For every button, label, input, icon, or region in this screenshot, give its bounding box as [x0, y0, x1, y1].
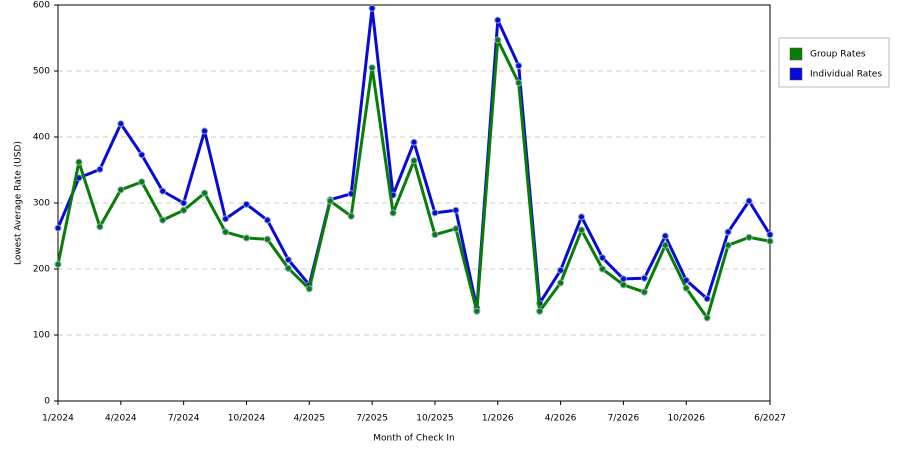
y-tick-label: 400	[33, 133, 50, 143]
x-tick-label: 4/2025	[293, 414, 325, 424]
y-tick-label: 0	[44, 397, 50, 407]
series-line	[56, 38, 771, 320]
y-axis-label: Lowest Average Rate (USD)	[14, 141, 24, 265]
y-tick-label: 500	[33, 67, 50, 77]
plot-frame	[57, 4, 771, 402]
data-point	[661, 241, 669, 249]
data-point	[326, 197, 334, 205]
data-point	[410, 157, 418, 165]
data-point	[180, 206, 188, 214]
data-point	[724, 228, 732, 236]
data-point	[159, 216, 167, 224]
data-point	[96, 223, 104, 231]
data-point	[263, 216, 271, 224]
data-point	[619, 275, 627, 283]
x-tick-label: 1/2026	[482, 414, 514, 424]
data-point	[347, 212, 355, 220]
x-tick-label: 7/2024	[168, 414, 200, 424]
data-point	[54, 224, 62, 232]
data-point	[75, 158, 83, 166]
data-point	[557, 266, 565, 274]
x-tick-label: 1/2024	[42, 414, 74, 424]
x-tick-label: 6/2027	[754, 414, 786, 424]
data-point	[619, 281, 627, 289]
data-point	[305, 285, 313, 293]
data-point	[159, 187, 167, 195]
data-point	[640, 274, 648, 282]
data-point	[473, 307, 481, 315]
data-point	[222, 228, 230, 236]
data-point	[263, 235, 271, 243]
data-point	[117, 120, 125, 128]
legend-swatch	[789, 67, 803, 81]
data-point	[703, 314, 711, 322]
x-axis-label: Month of Check In	[373, 434, 455, 444]
data-point	[578, 213, 586, 221]
data-point	[242, 200, 250, 208]
data-point	[180, 199, 188, 207]
x-tick-label: 10/2025	[416, 414, 453, 424]
data-point	[661, 232, 669, 240]
y-tick-label: 200	[33, 265, 50, 275]
data-point	[431, 231, 439, 239]
data-point	[138, 151, 146, 159]
data-point	[682, 284, 690, 292]
data-point	[578, 226, 586, 234]
data-point	[201, 127, 209, 135]
data-point	[117, 186, 125, 194]
data-point	[368, 64, 376, 72]
x-tick-label: 4/2026	[545, 414, 577, 424]
data-point	[410, 138, 418, 146]
x-tick-label: 10/2024	[228, 414, 266, 424]
data-point	[494, 16, 502, 24]
data-point	[745, 233, 753, 241]
data-point	[515, 79, 523, 87]
data-point	[201, 189, 209, 197]
x-tick-label: 10/2026	[668, 414, 706, 424]
data-point	[536, 307, 544, 315]
data-point	[515, 62, 523, 70]
x-tick-label: 7/2025	[356, 414, 388, 424]
data-point	[598, 265, 606, 273]
x-tick-label: 7/2026	[608, 414, 640, 424]
legend-label: Group Rates	[810, 50, 866, 60]
data-point	[96, 165, 104, 173]
x-tick-label: 4/2024	[105, 414, 137, 424]
data-point	[640, 288, 648, 296]
data-point	[766, 231, 774, 239]
data-point	[138, 178, 146, 186]
data-point	[54, 260, 62, 268]
data-point	[766, 237, 774, 245]
y-tick-label: 100	[33, 331, 50, 341]
data-point	[724, 241, 732, 249]
y-tick-label: 600	[33, 1, 50, 11]
data-point	[284, 264, 292, 272]
y-tick-label: 300	[33, 199, 50, 209]
legend-swatch	[789, 47, 803, 61]
data-point	[284, 256, 292, 264]
data-point	[368, 4, 376, 12]
data-point	[452, 225, 460, 233]
data-point	[745, 197, 753, 205]
data-point	[557, 279, 565, 287]
legend-label: Individual Rates	[810, 70, 882, 80]
data-point	[222, 215, 230, 223]
data-point	[703, 295, 711, 303]
data-point	[242, 234, 250, 242]
data-point	[494, 36, 502, 44]
data-point	[598, 254, 606, 262]
data-point	[431, 209, 439, 217]
data-point	[389, 209, 397, 217]
data-point	[452, 206, 460, 214]
